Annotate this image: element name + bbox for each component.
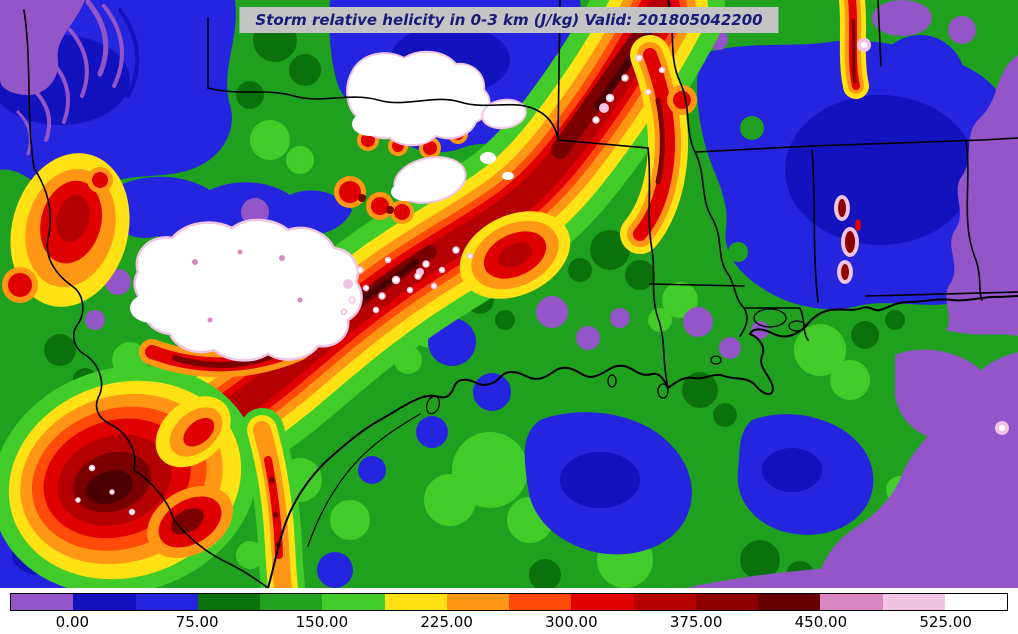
colorbar-ticks: 0.00 75.00 150.00 225.00 300.00 375.00 450.00 5… <box>10 611 1008 634</box>
border-ms-al <box>811 149 819 303</box>
border-tn-line <box>695 137 1018 153</box>
galveston-bay <box>425 395 441 415</box>
colorbar-segment <box>509 594 572 610</box>
colorbar-tick-label: 300.00 <box>545 613 598 631</box>
border-nm-tx <box>23 9 35 169</box>
helicity-map <box>0 0 1018 588</box>
ripple-pattern <box>16 0 140 156</box>
lake-pontchartrain <box>753 308 787 328</box>
lakes <box>425 308 806 415</box>
colorbar-segment <box>944 594 1007 610</box>
colorbar-segment <box>633 594 696 610</box>
border-ar-la <box>649 283 745 287</box>
border-tx-ar <box>557 139 649 149</box>
colorbar-segment <box>384 594 447 610</box>
border-top-right <box>877 0 882 67</box>
colorbar-segment <box>73 594 136 610</box>
colorbar-tick-label: 225.00 <box>420 613 473 631</box>
white-max-areas <box>130 50 527 362</box>
border-red-river <box>207 87 559 141</box>
colorbar-segment <box>758 594 821 610</box>
colorbar-segment <box>882 594 945 610</box>
colorbar-segment <box>11 594 74 610</box>
colorbar-segment <box>322 594 385 610</box>
border-tx-la <box>647 147 669 389</box>
colorbar-segment <box>820 594 883 610</box>
colorbar-segment <box>446 594 509 610</box>
colorbar-tick-label: 525.00 <box>919 613 972 631</box>
border-al-ga <box>965 139 983 301</box>
colorbar <box>10 593 1008 611</box>
colorbar-tick-label: 450.00 <box>794 613 848 631</box>
colorbar-segment <box>695 594 758 610</box>
sabine-lake <box>657 383 669 399</box>
helicity-field <box>0 0 1018 588</box>
colorbar-segment <box>197 594 260 610</box>
colorbar-segment <box>571 594 634 610</box>
colorbar-area: 0.00 75.00 150.00 225.00 300.00 375.00 450.00 5… <box>0 593 1018 634</box>
colorbar-tick-label: 150.00 <box>295 613 349 631</box>
border-fl-line <box>865 291 1018 297</box>
colorbar-tick-label: 75.00 <box>175 613 219 631</box>
colorbar-tick-label: 375.00 <box>669 613 723 631</box>
colorbar-tick-label: 0.00 <box>55 613 90 631</box>
barrier-islands <box>307 413 421 547</box>
state-borders <box>23 0 1018 588</box>
map-area <box>0 0 1018 588</box>
colorbar-segment <box>260 594 323 610</box>
map-title: Storm relative helicity in 0-3 km (J/kg)… <box>239 7 779 33</box>
border-rio-grande <box>33 167 269 588</box>
colorbar-segment <box>135 594 198 610</box>
